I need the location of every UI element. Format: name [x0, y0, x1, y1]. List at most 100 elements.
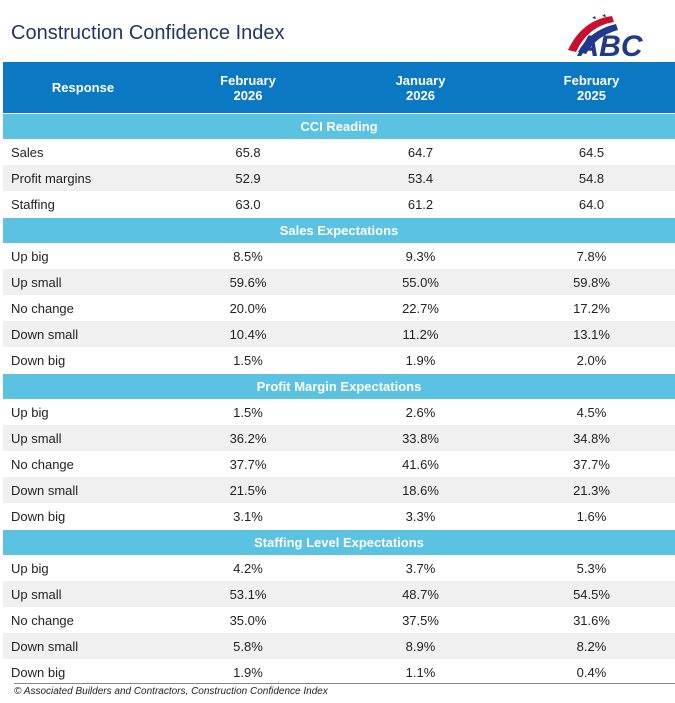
- table-row: Down big 1.9% 1.1% 0.4%: [3, 659, 675, 685]
- table-row: Up small 59.6% 55.0% 59.8%: [3, 269, 675, 295]
- section-header: Sales Expectations: [3, 217, 675, 243]
- table-row: No change 35.0% 37.5% 31.6%: [3, 607, 675, 633]
- cell: 35.0%: [229, 612, 267, 628]
- logo: ABC: [568, 14, 644, 60]
- table-row: Down small 5.8% 8.9% 8.2%: [3, 633, 675, 659]
- cell: 21.3%: [573, 482, 610, 498]
- cell: 10.4%: [229, 326, 267, 342]
- column-header: February 2025: [563, 72, 620, 103]
- row-label: Up big: [11, 404, 49, 420]
- section-header: Staffing Level Expectations: [3, 529, 675, 555]
- cell: 1.9%: [233, 664, 263, 680]
- cell: 13.1%: [573, 326, 610, 342]
- cell: 2.6%: [405, 404, 436, 420]
- row-label: Down small: [11, 326, 79, 342]
- table-row: Down small 21.5% 18.6% 21.3%: [3, 477, 675, 503]
- row-label: Profit margins: [11, 170, 92, 186]
- table-row: No change 37.7% 41.6% 37.7%: [3, 451, 675, 477]
- row-label: No change: [11, 612, 74, 628]
- cell: 1.5%: [233, 404, 263, 420]
- row-label: Sales: [11, 144, 44, 160]
- cell: 41.6%: [402, 456, 439, 472]
- cell: 64.7: [407, 144, 434, 160]
- cell: 11.2%: [402, 326, 439, 342]
- cell: 64.5: [578, 144, 605, 160]
- cell: 1.9%: [405, 352, 436, 368]
- cell: 8.5%: [233, 248, 263, 264]
- cell: 1.6%: [576, 508, 607, 524]
- cell: 5.3%: [576, 560, 607, 576]
- row-label: Up big: [11, 560, 49, 576]
- cell: 1.5%: [233, 352, 263, 368]
- row-label: No change: [11, 456, 74, 472]
- cell: 5.8%: [233, 638, 263, 654]
- cell: 55.0%: [402, 274, 439, 290]
- cell: 20.0%: [229, 300, 267, 316]
- row-label: Down big: [11, 352, 66, 368]
- table-row: Up big 8.5% 9.3% 7.8%: [3, 243, 675, 269]
- cell: 1.1%: [405, 664, 436, 680]
- cell: 8.9%: [405, 638, 436, 654]
- footer: © Associated Builders and Contractors, C…: [14, 683, 675, 697]
- cell: 59.8%: [573, 274, 610, 290]
- cell: 34.8%: [573, 430, 610, 446]
- cell: 37.7%: [573, 456, 610, 472]
- table-row: Up big 1.5% 2.6% 4.5%: [3, 399, 675, 425]
- cell: 37.7%: [229, 456, 267, 472]
- cell: 0.4%: [576, 664, 607, 680]
- cell: 4.2%: [233, 560, 263, 576]
- row-label: Down small: [11, 482, 79, 498]
- table-row: Sales 65.8 64.7 64.5: [3, 139, 675, 165]
- cell: 64.0: [578, 196, 605, 212]
- cell: 36.2%: [229, 430, 267, 446]
- row-label: Down small: [11, 638, 79, 654]
- cell: 2.0%: [576, 352, 607, 368]
- cell: 21.5%: [229, 482, 267, 498]
- table-row: Staffing 63.0 61.2 64.0: [3, 191, 675, 217]
- table: Response February 2026 January 2026 Februar…: [3, 62, 675, 685]
- header-row: Response February 2026 January 2026 Februar…: [3, 62, 675, 113]
- cell: 4.5%: [576, 404, 607, 420]
- cell: 31.6%: [573, 612, 610, 628]
- row-label: Down big: [11, 664, 66, 680]
- cell: 7.8%: [576, 248, 607, 264]
- table-row: No change 20.0% 22.7% 17.2%: [3, 295, 675, 321]
- cell: 54.5%: [573, 586, 610, 602]
- table-row: Down small 10.4% 11.2% 13.1%: [3, 321, 675, 347]
- logo-text: ABC: [577, 30, 644, 60]
- table-row: Up small 53.1% 48.7% 54.5%: [3, 581, 675, 607]
- column-header: February 2026: [220, 72, 276, 103]
- cell: 22.7%: [402, 300, 439, 316]
- column-header: Response: [51, 80, 115, 95]
- cell: 3.7%: [405, 560, 436, 576]
- section-header: CCI Reading: [3, 113, 675, 139]
- row-label: Up small: [11, 430, 62, 446]
- table-row: Down big 3.1% 3.3% 1.6%: [3, 503, 675, 529]
- cell: 48.7%: [402, 586, 439, 602]
- cell: 61.2: [407, 196, 434, 212]
- row-label: No change: [11, 300, 74, 316]
- cell: 3.3%: [405, 508, 436, 524]
- cell: 33.8%: [402, 430, 439, 446]
- cell: 53.1%: [229, 586, 267, 602]
- cell: 52.9: [235, 170, 261, 186]
- cell: 17.2%: [573, 300, 610, 316]
- title: Construction Confidence Index: [11, 22, 285, 44]
- cell: 18.6%: [402, 482, 439, 498]
- table-row: Profit margins 52.9 53.4 54.8: [3, 165, 675, 191]
- section-header: Profit Margin Expectations: [3, 373, 675, 399]
- cell: 8.2%: [576, 638, 607, 654]
- row-label: Up small: [11, 586, 62, 602]
- cell: 59.6%: [229, 274, 267, 290]
- table-row: Up small 36.2% 33.8% 34.8%: [3, 425, 675, 451]
- table-row: Up big 4.2% 3.7% 5.3%: [3, 555, 675, 581]
- cell: 63.0: [235, 196, 261, 212]
- row-label: Up small: [11, 274, 62, 290]
- column-header: January 2026: [395, 72, 446, 103]
- cell: 53.4: [407, 170, 434, 186]
- table-row: Down big 1.5% 1.9% 2.0%: [3, 347, 675, 373]
- cell: 37.5%: [402, 612, 439, 628]
- row-label: Up big: [11, 248, 49, 264]
- cell: 65.8: [235, 144, 261, 160]
